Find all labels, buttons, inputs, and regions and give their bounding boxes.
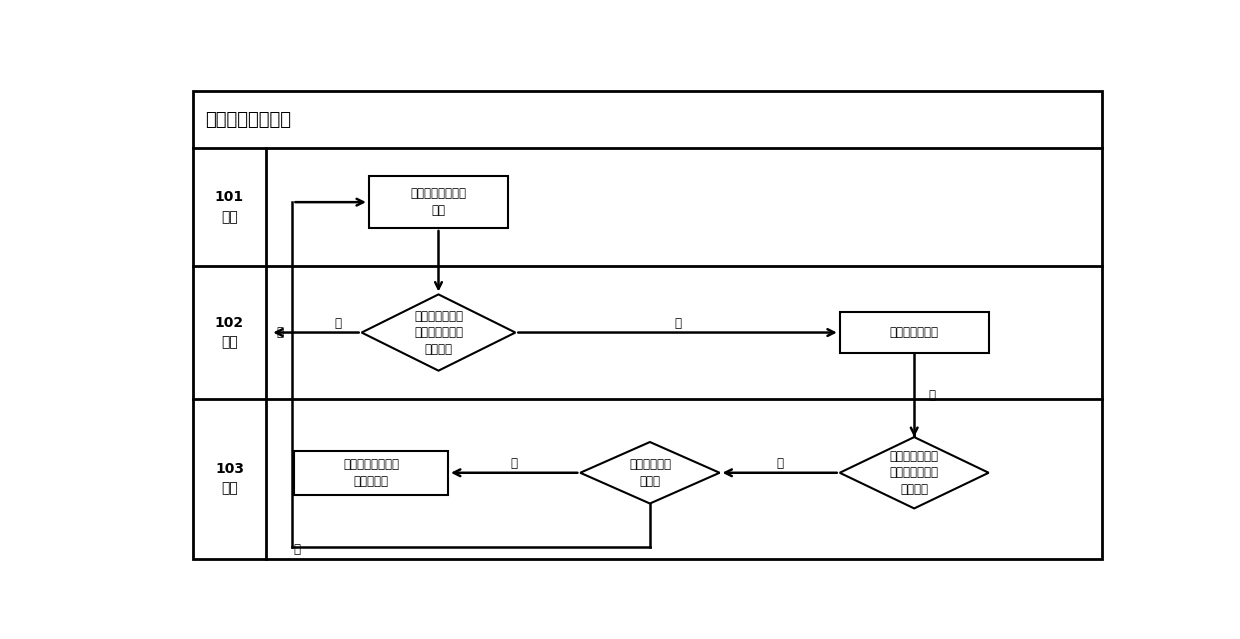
Text: 否: 否 — [294, 543, 301, 555]
Text: 实际全局请求流
量是否超过全局
流量阈值: 实际全局请求流 量是否超过全局 流量阈值 — [889, 450, 939, 496]
Text: 按比例减少阈值: 按比例减少阈值 — [889, 326, 939, 339]
Text: 实际全局请求流
量是否超过全局
流量阈值: 实际全局请求流 量是否超过全局 流量阈值 — [414, 309, 463, 355]
Text: 是否有节点发
生流控: 是否有节点发 生流控 — [629, 458, 671, 488]
Bar — [294, 450, 448, 495]
Text: 否: 否 — [334, 317, 341, 330]
Bar — [839, 312, 988, 353]
Text: 否: 否 — [776, 458, 784, 470]
Bar — [368, 176, 508, 228]
Text: 是: 是 — [675, 317, 681, 330]
Text: 是: 是 — [928, 389, 935, 401]
Polygon shape — [580, 442, 719, 504]
Polygon shape — [839, 437, 988, 509]
Text: 否: 否 — [277, 326, 284, 339]
Text: 102
周期: 102 周期 — [215, 316, 244, 350]
Text: 103
周期: 103 周期 — [215, 462, 244, 496]
Text: 各节点设置为全局
阈值: 各节点设置为全局 阈值 — [410, 187, 466, 217]
Text: 发生流控节点按比
例增大阈值: 发生流控节点按比 例增大阈值 — [343, 458, 399, 488]
Polygon shape — [362, 295, 516, 371]
Text: 101
周期: 101 周期 — [215, 190, 244, 224]
Text: 是: 是 — [511, 458, 517, 470]
Text: 全局网络监控周期: 全局网络监控周期 — [205, 111, 291, 128]
